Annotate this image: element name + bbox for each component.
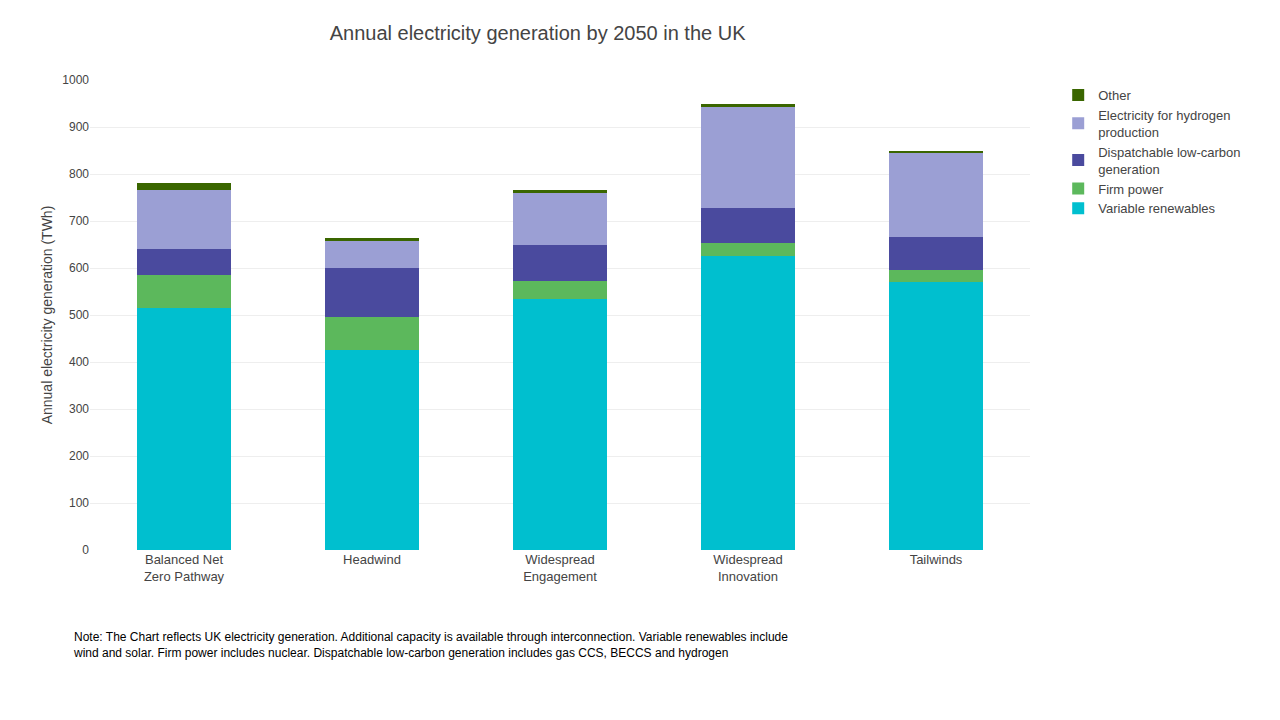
svg-text:700: 700 <box>69 214 89 228</box>
svg-text:Electricity for hydrogenproduc: Electricity for hydrogenproduction <box>1098 108 1230 140</box>
svg-text:WidespreadEngagement: WidespreadEngagement <box>523 552 597 584</box>
svg-text:300: 300 <box>69 402 89 416</box>
svg-text:100: 100 <box>69 496 89 510</box>
svg-text:Annual electricity generation: Annual electricity generation (TWh) <box>39 206 55 425</box>
svg-text:Headwind: Headwind <box>343 552 401 567</box>
svg-text:1000: 1000 <box>62 73 89 87</box>
svg-text:Dispatchable low-carbongenerat: Dispatchable low-carbongeneration <box>1098 145 1240 177</box>
svg-text:Tailwinds: Tailwinds <box>910 552 963 567</box>
svg-text:200: 200 <box>69 449 89 463</box>
svg-text:900: 900 <box>69 120 89 134</box>
svg-text:0: 0 <box>82 543 89 557</box>
svg-text:Firm power: Firm power <box>1098 182 1164 197</box>
svg-text:600: 600 <box>69 261 89 275</box>
svg-text:800: 800 <box>69 167 89 181</box>
svg-text:500: 500 <box>69 308 89 322</box>
svg-text:Note: The Chart reflects UK el: Note: The Chart reflects UK electricity … <box>73 630 788 660</box>
svg-text:Annual electricity generation: Annual electricity generation by 2050 in… <box>330 22 746 44</box>
svg-text:400: 400 <box>69 355 89 369</box>
svg-text:Balanced NetZero Pathway: Balanced NetZero Pathway <box>144 552 225 584</box>
svg-text:WidespreadInnovation: WidespreadInnovation <box>713 552 782 584</box>
svg-text:Variable renewables: Variable renewables <box>1098 201 1215 216</box>
svg-text:Other: Other <box>1098 88 1131 103</box>
